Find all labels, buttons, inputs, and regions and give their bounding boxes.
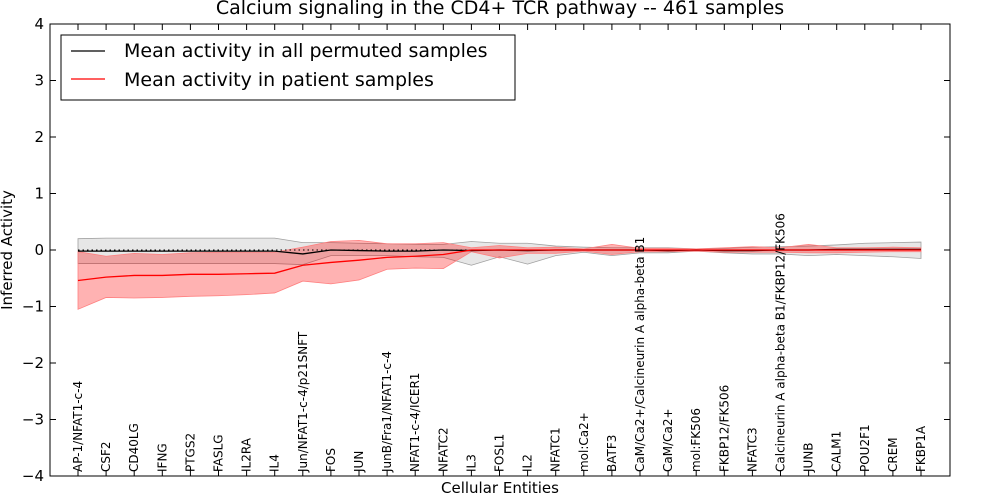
x-tick-label: CREM	[886, 437, 900, 472]
band-series-1	[77, 239, 922, 310]
band-series-0	[77, 237, 922, 266]
x-tick-label: FKBP12/FK506	[717, 385, 731, 472]
plot-area	[77, 237, 922, 310]
y-tick-label: −3	[22, 411, 44, 429]
x-tick-label: CALM1	[830, 431, 844, 472]
x-tick-label: NFATC1	[549, 427, 563, 472]
x-tick-label: JunB/Fra1/NFAT1-c-4	[380, 351, 394, 473]
legend-label-patient: Mean activity in patient samples	[124, 69, 434, 91]
series-line-1	[77, 249, 921, 282]
x-tick-label: CSF2	[99, 441, 113, 472]
x-tick-label: NFATC3	[745, 427, 759, 472]
y-tick-label: 1	[34, 185, 44, 203]
x-tick-label: mol:FK506	[689, 408, 703, 472]
x-tick-label: Jun/NFAT1-c-4/p21SNFT	[296, 331, 310, 473]
y-tick-label: 3	[34, 72, 44, 90]
x-tick-label: NFATC2	[436, 427, 450, 472]
x-tick-label: CaM/Ca2+	[661, 408, 675, 472]
legend-box	[60, 34, 516, 101]
x-tick-label: JUNB	[802, 442, 816, 473]
x-tick-label: Calcineurin A alpha-beta B1/FKBP12/FK506	[774, 213, 788, 472]
y-tick-label: −1	[22, 298, 44, 316]
y-tick-label: 4	[34, 15, 44, 33]
x-tick-label: JUN	[352, 451, 366, 473]
x-tick-label: IL4	[268, 454, 282, 472]
x-tick-label: CD40LG	[127, 423, 141, 472]
x-tick-label: IL2	[521, 454, 535, 472]
x-axis-label: Cellular Entities	[441, 479, 559, 497]
y-tick-label: 0	[34, 241, 44, 259]
x-tick-label: FKBP1A	[914, 425, 928, 472]
x-tick-label: IL3	[464, 454, 478, 472]
x-tick-label: AP-1/NFAT1-c-4	[71, 381, 85, 472]
x-tick-label: FASLG	[212, 434, 226, 472]
y-axis-label: Inferred Activity	[0, 190, 16, 310]
x-tick-label: BATF3	[605, 435, 619, 472]
x-tick-label: POU2F1	[858, 424, 872, 472]
x-tick-label: FOS	[324, 448, 338, 472]
y-tick-label: 2	[34, 128, 44, 146]
x-tick-label: mol:Ca2+	[577, 412, 591, 472]
legend-label-permuted: Mean activity in all permuted samples	[124, 40, 487, 62]
x-tick-label: FOSL1	[493, 434, 507, 472]
x-tick-label: IFNG	[155, 443, 169, 472]
category-labels: AP-1/NFAT1-c-4 CSF2 CD40LG IFNG PTGS2 FASLG IL…	[71, 213, 928, 473]
y-tick-label: −4	[22, 467, 44, 485]
y-tick-label: −2	[22, 354, 44, 372]
chart-title: Calcium signaling in the CD4+ TCR pathwa…	[216, 0, 784, 19]
axis-ticks: 4 3 2 1 0 −1 −2 −3 −4	[22, 15, 950, 485]
x-tick-label: PTGS2	[183, 433, 197, 472]
x-tick-label: CaM/Ca2+/Calcineurin A alpha-beta B1	[633, 237, 647, 472]
legend: Mean activity in all permuted samples Me…	[60, 34, 516, 101]
x-tick-label: NFAT1-c-4/ICER1	[408, 373, 422, 472]
x-tick-label: IL2RA	[240, 437, 254, 472]
